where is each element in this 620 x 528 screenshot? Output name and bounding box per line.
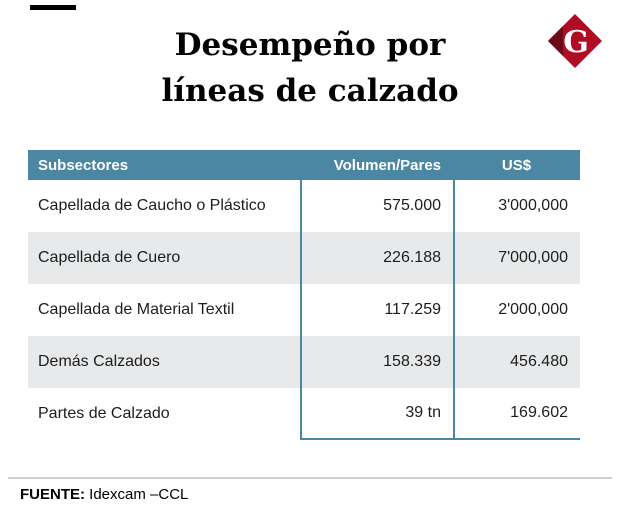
data-table: Subsectores Volumen/Pares US$ Capellada … bbox=[28, 150, 580, 440]
table-row: Demás Calzados 158.339 456.480 bbox=[28, 336, 580, 388]
cell-usd: 3'000,000 bbox=[453, 180, 580, 232]
gestion-logo-icon: G bbox=[547, 13, 603, 69]
cell-subsector: Demás Calzados bbox=[38, 353, 160, 370]
cell-subsector: Capellada de Cuero bbox=[38, 249, 181, 266]
table-row: Capellada de Cuero 226.188 7'000,000 bbox=[28, 232, 580, 284]
cell-usd: 7'000,000 bbox=[453, 232, 580, 284]
cell-subsector: Capellada de Material Textil bbox=[38, 301, 235, 318]
cell-volumen: 226.188 bbox=[300, 232, 453, 284]
table-row: Partes de Calzado 39 tn 169.602 bbox=[28, 388, 580, 440]
table-row: Capellada de Material Textil 117.259 2'0… bbox=[28, 284, 580, 336]
table-row: Capellada de Caucho o Plástico 575.000 3… bbox=[28, 180, 580, 232]
cell-volumen: 117.259 bbox=[300, 284, 453, 336]
table-header-row: Subsectores Volumen/Pares US$ bbox=[28, 150, 580, 180]
diamond-logo-icon: G bbox=[548, 14, 602, 68]
source-line: FUENTE: Idexcam –CCL bbox=[20, 486, 188, 503]
logo-letter: G bbox=[563, 25, 589, 60]
top-accent-line bbox=[30, 5, 76, 10]
cell-usd: 456.480 bbox=[453, 336, 580, 388]
cell-subsector: Partes de Calzado bbox=[38, 405, 170, 422]
chart-title: Desempeño por líneas de calzado bbox=[0, 22, 620, 114]
cell-volumen: 158.339 bbox=[300, 336, 453, 388]
cell-subsector: Capellada de Caucho o Plástico bbox=[38, 197, 266, 214]
title-line-2: líneas de calzado bbox=[161, 73, 459, 109]
source-label: FUENTE: bbox=[20, 486, 85, 503]
col-header-subsectores: Subsectores bbox=[38, 156, 129, 174]
cell-usd: 2'000,000 bbox=[453, 284, 580, 336]
col-header-volumen-pares: Volumen/Pares bbox=[333, 156, 441, 174]
cell-usd: 169.602 bbox=[453, 388, 580, 440]
cell-volumen: 575.000 bbox=[300, 180, 453, 232]
cell-volumen: 39 tn bbox=[300, 388, 453, 440]
footer-divider bbox=[8, 477, 612, 479]
title-line-1: Desempeño por bbox=[174, 27, 446, 63]
source-name: Idexcam –CCL bbox=[89, 486, 189, 503]
col-header-usd: US$ bbox=[501, 156, 532, 174]
